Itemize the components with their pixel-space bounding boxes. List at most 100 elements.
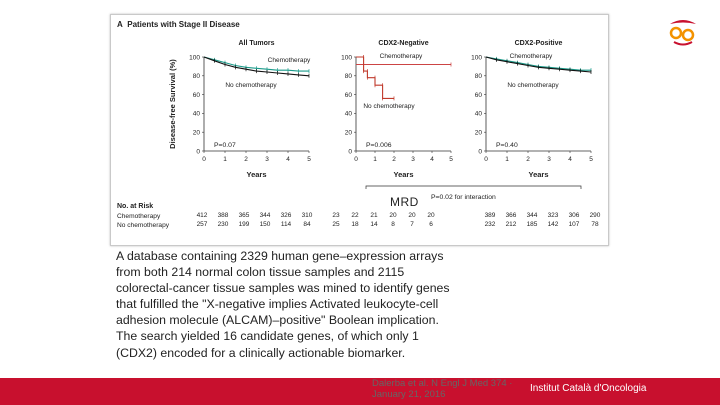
x-tick-label: 5 — [449, 156, 453, 163]
risk-value: 23 — [332, 212, 340, 219]
x-tick-label: 1 — [505, 156, 509, 163]
risk-value: 366 — [505, 212, 517, 219]
figure-title: A Patients with Stage II Disease — [117, 20, 240, 29]
x-axis-label-cdx2-positive: Years — [528, 170, 548, 179]
risk-value: 344 — [526, 212, 538, 219]
legend-nochemo-all-tumors: No chemotherapy — [225, 82, 277, 89]
y-tick-label: 100 — [471, 54, 482, 61]
risk-value: 142 — [547, 221, 559, 228]
x-tick-label: 4 — [286, 156, 290, 163]
y-tick-label: 0 — [196, 148, 200, 155]
risk-value: 20 — [408, 212, 416, 219]
series-line-cdx2-negative-nochemo — [356, 56, 394, 99]
risk-value: 8 — [391, 221, 395, 228]
x-tick-label: 1 — [223, 156, 227, 163]
risk-value: 14 — [370, 221, 378, 228]
y-tick-label: 60 — [345, 92, 353, 99]
risk-value: 257 — [196, 221, 208, 228]
x-tick-label: 4 — [568, 156, 572, 163]
institution-name: Institut Català d'Oncologia — [530, 383, 647, 394]
y-tick-label: 100 — [189, 54, 200, 61]
x-tick-label: 3 — [265, 156, 269, 163]
y-tick-label: 80 — [193, 73, 201, 80]
citation: Dalerba et al. N Engl J Med 374 · Januar… — [372, 378, 513, 400]
risk-value: 389 — [484, 212, 496, 219]
risk-value: 21 — [370, 212, 378, 219]
x-tick-label: 0 — [202, 156, 206, 163]
y-tick-label: 20 — [475, 130, 483, 137]
interaction-p-value: P=0.02 for interaction — [431, 194, 496, 201]
legend-chemo-cdx2-positive: Chemotherapy — [510, 53, 553, 60]
x-tick-label: 2 — [392, 156, 396, 163]
x-axis-label-cdx2-negative: Years — [393, 170, 413, 179]
x-tick-label: 5 — [589, 156, 593, 163]
survival-figure: A Patients with Stage II Disease Disease… — [110, 14, 609, 246]
legend-nochemo-cdx2-positive: No chemotherapy — [507, 82, 559, 89]
risk-label-chemo: Chemotherapy — [117, 213, 161, 220]
panel-title-all-tumors: All Tumors — [238, 40, 274, 47]
risk-value: 20 — [427, 212, 435, 219]
risk-value: 6 — [429, 221, 433, 228]
footer-bar — [0, 378, 720, 405]
y-tick-label: 60 — [475, 92, 483, 99]
risk-table-title: No. at Risk — [117, 203, 154, 210]
x-tick-label: 4 — [430, 156, 434, 163]
legend-nochemo-cdx2-negative: No chemotherapy — [363, 103, 415, 110]
p-value-cdx2-positive: P=0.40 — [496, 142, 518, 149]
x-tick-label: 0 — [354, 156, 358, 163]
ico-logo-icon — [669, 20, 696, 46]
y-tick-label: 100 — [341, 54, 352, 61]
y-tick-label: 80 — [475, 73, 483, 80]
y-tick-label: 40 — [345, 111, 353, 118]
risk-value: 84 — [303, 221, 311, 228]
x-tick-label: 5 — [307, 156, 311, 163]
x-tick-label: 2 — [526, 156, 530, 163]
risk-value: 7 — [410, 221, 414, 228]
x-tick-label: 1 — [373, 156, 377, 163]
y-tick-label: 80 — [345, 73, 353, 80]
survival-plots: Disease-free Survival (%)All Tumors10080… — [168, 40, 593, 201]
risk-value: 78 — [591, 221, 599, 228]
legend-chemo-all-tumors: Chemotherapy — [268, 57, 311, 64]
x-tick-label: 3 — [411, 156, 415, 163]
y-tick-label: 20 — [193, 130, 201, 137]
y-axis-label: Disease-free Survival (%) — [168, 59, 177, 149]
risk-value: 20 — [389, 212, 397, 219]
risk-value: 412 — [196, 212, 208, 219]
risk-value: 22 — [351, 212, 359, 219]
x-tick-label: 2 — [244, 156, 248, 163]
x-tick-label: 3 — [547, 156, 551, 163]
risk-value: 232 — [484, 221, 496, 228]
risk-value: 290 — [589, 212, 601, 219]
risk-value: 310 — [301, 212, 313, 219]
risk-value: 306 — [568, 212, 580, 219]
y-tick-label: 60 — [193, 92, 201, 99]
description-text: A database containing 2329 human gene–ex… — [116, 249, 450, 360]
risk-value: 365 — [238, 212, 250, 219]
risk-value: 114 — [280, 221, 292, 228]
panel-title-cdx2-positive: CDX2-Positive — [515, 40, 563, 47]
risk-value: 212 — [505, 221, 517, 228]
risk-value: 230 — [217, 221, 229, 228]
p-value-all-tumors: P=0.07 — [214, 142, 236, 149]
y-tick-label: 0 — [348, 148, 352, 155]
risk-value: 107 — [568, 221, 580, 228]
x-axis-label-all-tumors: Years — [246, 170, 266, 179]
risk-value: 25 — [332, 221, 340, 228]
y-tick-label: 40 — [475, 111, 483, 118]
panel-title-cdx2-negative: CDX2-Negative — [378, 40, 428, 47]
risk-table: No. at Risk Chemotherapy No chemotherapy — [117, 203, 169, 229]
x-tick-label: 0 — [484, 156, 488, 163]
legend-chemo-cdx2-negative: Chemotherapy — [380, 53, 423, 60]
interaction-bracket — [365, 185, 582, 189]
risk-value: 388 — [217, 212, 229, 219]
risk-value: 199 — [238, 221, 250, 228]
risk-value: 18 — [351, 221, 359, 228]
risk-value: 323 — [547, 212, 559, 219]
risk-value: 344 — [259, 212, 271, 219]
risk-value: 326 — [280, 212, 292, 219]
y-tick-label: 0 — [478, 148, 482, 155]
p-value-cdx2-negative: P=0.006 — [366, 142, 392, 149]
y-tick-label: 20 — [345, 130, 353, 137]
mrd-label: MRD — [390, 195, 419, 209]
